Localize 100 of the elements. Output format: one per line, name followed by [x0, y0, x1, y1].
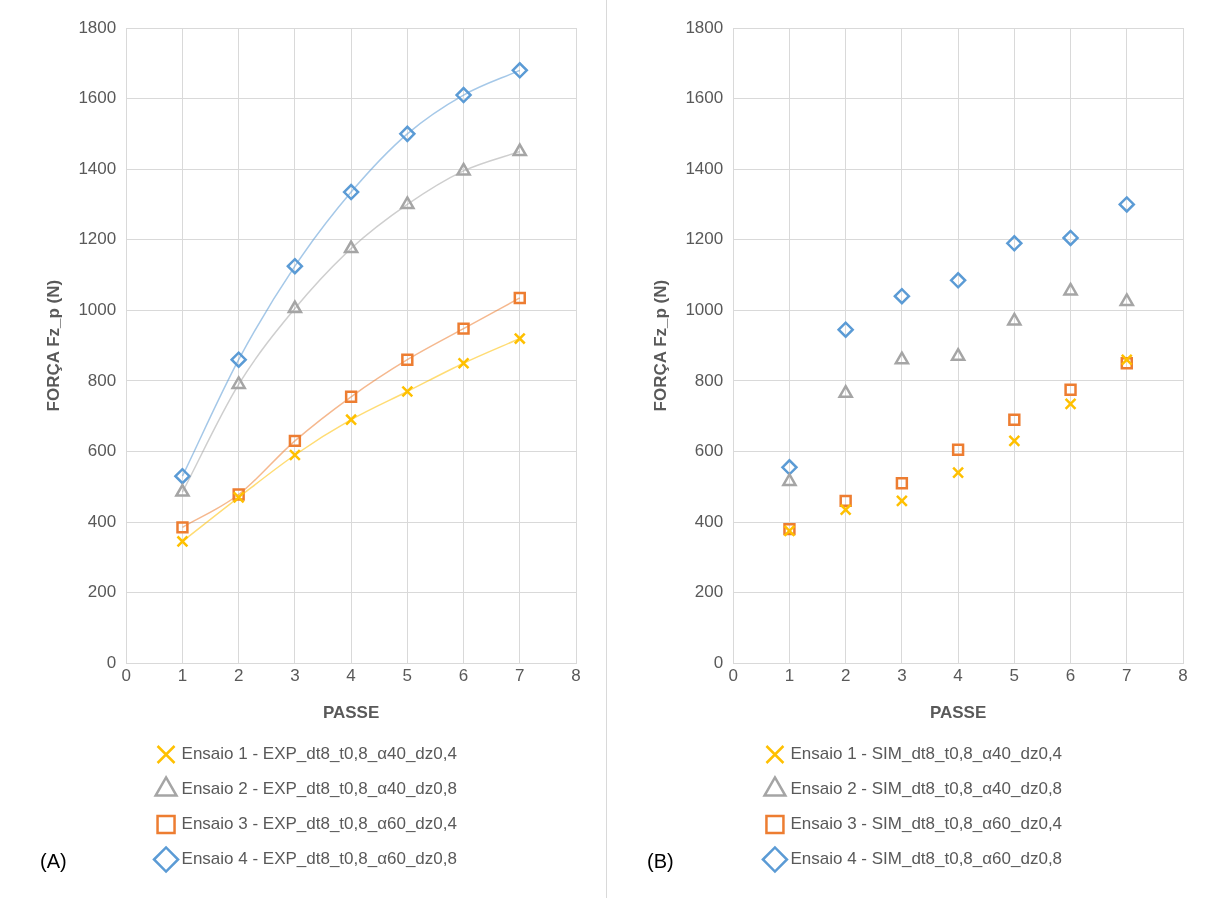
point [950, 347, 966, 361]
x-tick-label: 6 [458, 666, 469, 686]
x-tick-label: 1 [177, 666, 188, 686]
point [1062, 229, 1079, 247]
point [1007, 312, 1022, 326]
point [782, 473, 797, 487]
point [457, 357, 470, 370]
point [895, 477, 909, 490]
point [400, 196, 415, 210]
legend-label: Ensaio 1 - SIM_dt8_t0,8_α40_dz0,4 [790, 744, 1063, 764]
point [1119, 293, 1135, 307]
point [837, 321, 854, 338]
point [895, 494, 909, 508]
x-tick-label: 2 [840, 666, 851, 686]
y-tick-label: 1000 [685, 300, 724, 319]
point [457, 322, 470, 335]
y-tick-label: 1200 [78, 229, 117, 249]
point [344, 413, 358, 426]
point [1008, 413, 1021, 426]
point [838, 384, 853, 398]
point [176, 521, 189, 534]
x-tick-label: 7 [515, 666, 525, 686]
point [781, 459, 798, 476]
point [1006, 235, 1023, 252]
point [288, 448, 302, 462]
point [1064, 397, 1077, 411]
y-tick-label: 400 [87, 511, 117, 531]
x-tick-label: 1 [784, 666, 795, 686]
point [513, 332, 526, 345]
y-tick-label: 600 [87, 441, 117, 461]
y-tick-label: 1800 [78, 17, 117, 37]
y-tick-label: 800 [694, 370, 724, 390]
point [894, 351, 910, 365]
x-tick-label: 5 [1009, 666, 1020, 686]
point [401, 385, 414, 398]
x-tick-label: 5 [402, 666, 413, 686]
y-axis-title: FORÇA Fz_p (N) [650, 279, 670, 412]
point [456, 162, 471, 176]
point [511, 62, 529, 79]
x-tick-label: 0 [121, 666, 131, 686]
point [512, 143, 528, 157]
y-tick-label: 1000 [78, 300, 117, 319]
x-tick-label: 8 [571, 666, 581, 686]
point [286, 257, 304, 275]
y-tick-label: 400 [694, 511, 724, 531]
text: (B) [647, 850, 674, 872]
x-tick-label: 3 [897, 666, 907, 686]
point [1064, 383, 1077, 396]
point [175, 483, 190, 497]
y-tick-label: 200 [87, 582, 117, 602]
point [513, 291, 526, 305]
x-tick-label: 6 [1065, 666, 1076, 686]
legend-label: Ensaio 4 - EXP_dt8_t0,8_α60_dz0,8 [181, 849, 457, 869]
y-tick-label: 1600 [685, 88, 724, 108]
legend-label: Ensaio 1 - EXP_dt8_t0,8_α40_dz0,4 [181, 744, 457, 764]
point [287, 300, 303, 314]
point [949, 272, 967, 289]
y-tick-label: 600 [694, 441, 724, 461]
point [1063, 282, 1078, 296]
x-axis-title: PASSE [322, 703, 380, 723]
x-tick-label: 8 [1178, 666, 1188, 686]
text: (A) [40, 850, 67, 872]
x-tick-label: 4 [346, 666, 356, 686]
y-tick-label: 1600 [78, 88, 117, 108]
point [1118, 196, 1136, 213]
x-tick-label: 3 [290, 666, 300, 686]
x-tick-label: 4 [953, 666, 963, 686]
y-tick-label: 1800 [685, 17, 724, 37]
point [176, 535, 189, 548]
point [174, 467, 191, 485]
y-tick-label: 800 [87, 370, 117, 390]
point [344, 390, 358, 403]
y-tick-label: 200 [694, 582, 724, 602]
point [455, 86, 472, 104]
point [951, 466, 965, 479]
legend-label: Ensaio 2 - SIM_dt8_t0,8_α40_dz0,8 [790, 779, 1063, 799]
point [951, 443, 965, 456]
x-axis-title: PASSE [929, 703, 987, 723]
legend-label: Ensaio 3 - EXP_dt8_t0,8_α60_dz0,4 [181, 814, 457, 834]
legend-label: Ensaio 3 - SIM_dt8_t0,8_α60_dz0,4 [790, 814, 1063, 834]
point [231, 376, 246, 390]
y-tick-label: 0 [713, 652, 724, 672]
x-tick-label: 0 [728, 666, 738, 686]
point [839, 503, 852, 516]
y-tick-label: 1400 [78, 158, 117, 178]
point [893, 287, 911, 305]
point [1008, 434, 1021, 448]
x-tick-label: 7 [1122, 666, 1132, 686]
point [342, 183, 360, 201]
point [230, 351, 247, 368]
y-tick-label: 1400 [685, 158, 724, 178]
point [401, 353, 414, 366]
y-tick-label: 0 [106, 652, 117, 672]
legend-label: Ensaio 2 - EXP_dt8_t0,8_α40_dz0,8 [181, 779, 457, 799]
point [1120, 353, 1133, 366]
y-axis-title: FORÇA Fz_p (N) [43, 279, 63, 412]
legend-label: Ensaio 4 - SIM_dt8_t0,8_α60_dz0,8 [790, 849, 1063, 869]
point [288, 434, 302, 448]
point [399, 125, 416, 143]
y-tick-label: 1200 [685, 229, 724, 249]
